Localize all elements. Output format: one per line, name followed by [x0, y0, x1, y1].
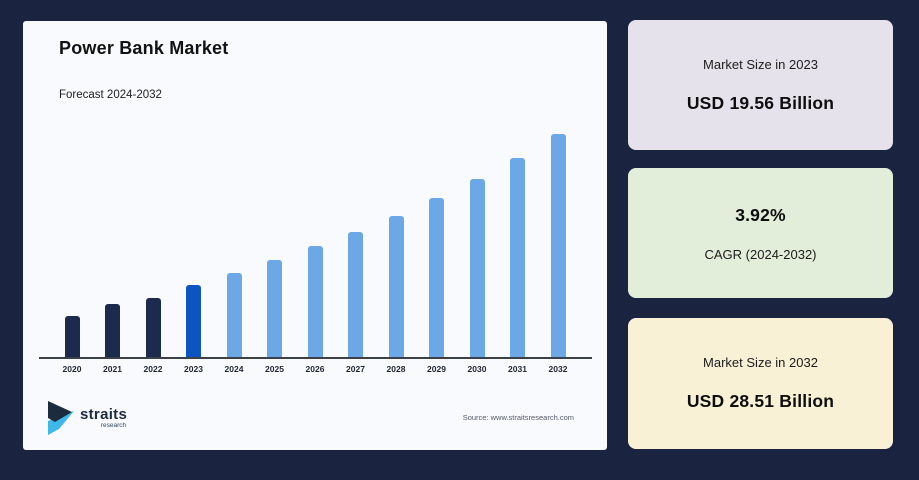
logo-text: straits research — [80, 407, 127, 430]
stat-value-cagr: 3.92% — [735, 204, 786, 225]
straits-logo-icon — [48, 401, 74, 435]
bar-2022 — [145, 298, 161, 357]
chart-card: Power Bank Market Forecast 2024-2032 202… — [23, 21, 607, 450]
bar-2030 — [469, 179, 485, 357]
stat-value-2023: USD 19.56 Billion — [686, 92, 835, 113]
stat-panel-market-size-2023: Market Size in 2023 USD 19.56 Billion — [628, 20, 893, 150]
bar-chart-plot-area — [39, 127, 593, 357]
bar-2024 — [226, 273, 242, 357]
x-tick-2031: 2031 — [508, 364, 527, 374]
bar-2028 — [388, 216, 404, 357]
bar-2029 — [429, 198, 444, 357]
x-axis-labels: 2020 2021 2022 2023 2024 2025 2026 2027 2028 2029… — [39, 364, 593, 376]
stat-value-2032: USD 28.51 Billion — [686, 391, 835, 411]
x-tick-2021: 2021 — [103, 364, 122, 374]
bar-2025 — [267, 260, 282, 357]
x-tick-2024: 2024 — [224, 364, 244, 374]
bar-2023 — [186, 285, 201, 357]
chart-title: Power Bank Market — [59, 38, 229, 58]
logo-subtext: research — [100, 421, 127, 429]
stat-label-2023: Market Size in 2023 — [703, 56, 818, 72]
bar-2026 — [307, 246, 323, 357]
chart-subtitle: Forecast 2024-2032 — [59, 89, 162, 101]
x-tick-2022: 2022 — [143, 364, 163, 374]
stat-panel-market-size-2032: Market Size in 2032 USD 28.51 Billion — [628, 318, 893, 449]
x-axis-line — [39, 357, 592, 359]
stat-label-2032: Market Size in 2032 — [703, 355, 818, 370]
bar-2027 — [348, 232, 363, 357]
source-attribution: Source: www.straitsresearch.com — [462, 413, 574, 422]
x-tick-2026: 2026 — [305, 364, 325, 374]
bar-2032 — [550, 134, 566, 357]
x-tick-2020: 2020 — [62, 364, 82, 374]
x-tick-2028: 2028 — [386, 364, 406, 374]
bar-2020 — [64, 316, 80, 357]
bar-2031 — [510, 158, 525, 357]
stat-label-cagr: CAGR (2024-2032) — [704, 246, 817, 262]
stat-panel-cagr: 3.92% CAGR (2024-2032) — [628, 168, 893, 298]
x-tick-2029: 2029 — [427, 364, 446, 374]
straits-research-logo: straits research — [45, 400, 127, 436]
x-tick-2030: 2030 — [467, 364, 487, 374]
bar-2021 — [105, 304, 120, 357]
x-tick-2023: 2023 — [184, 364, 203, 374]
logo-name: straits — [80, 405, 128, 423]
x-tick-2025: 2025 — [265, 364, 284, 374]
x-tick-2027: 2027 — [346, 364, 365, 374]
x-tick-2032: 2032 — [548, 364, 568, 374]
